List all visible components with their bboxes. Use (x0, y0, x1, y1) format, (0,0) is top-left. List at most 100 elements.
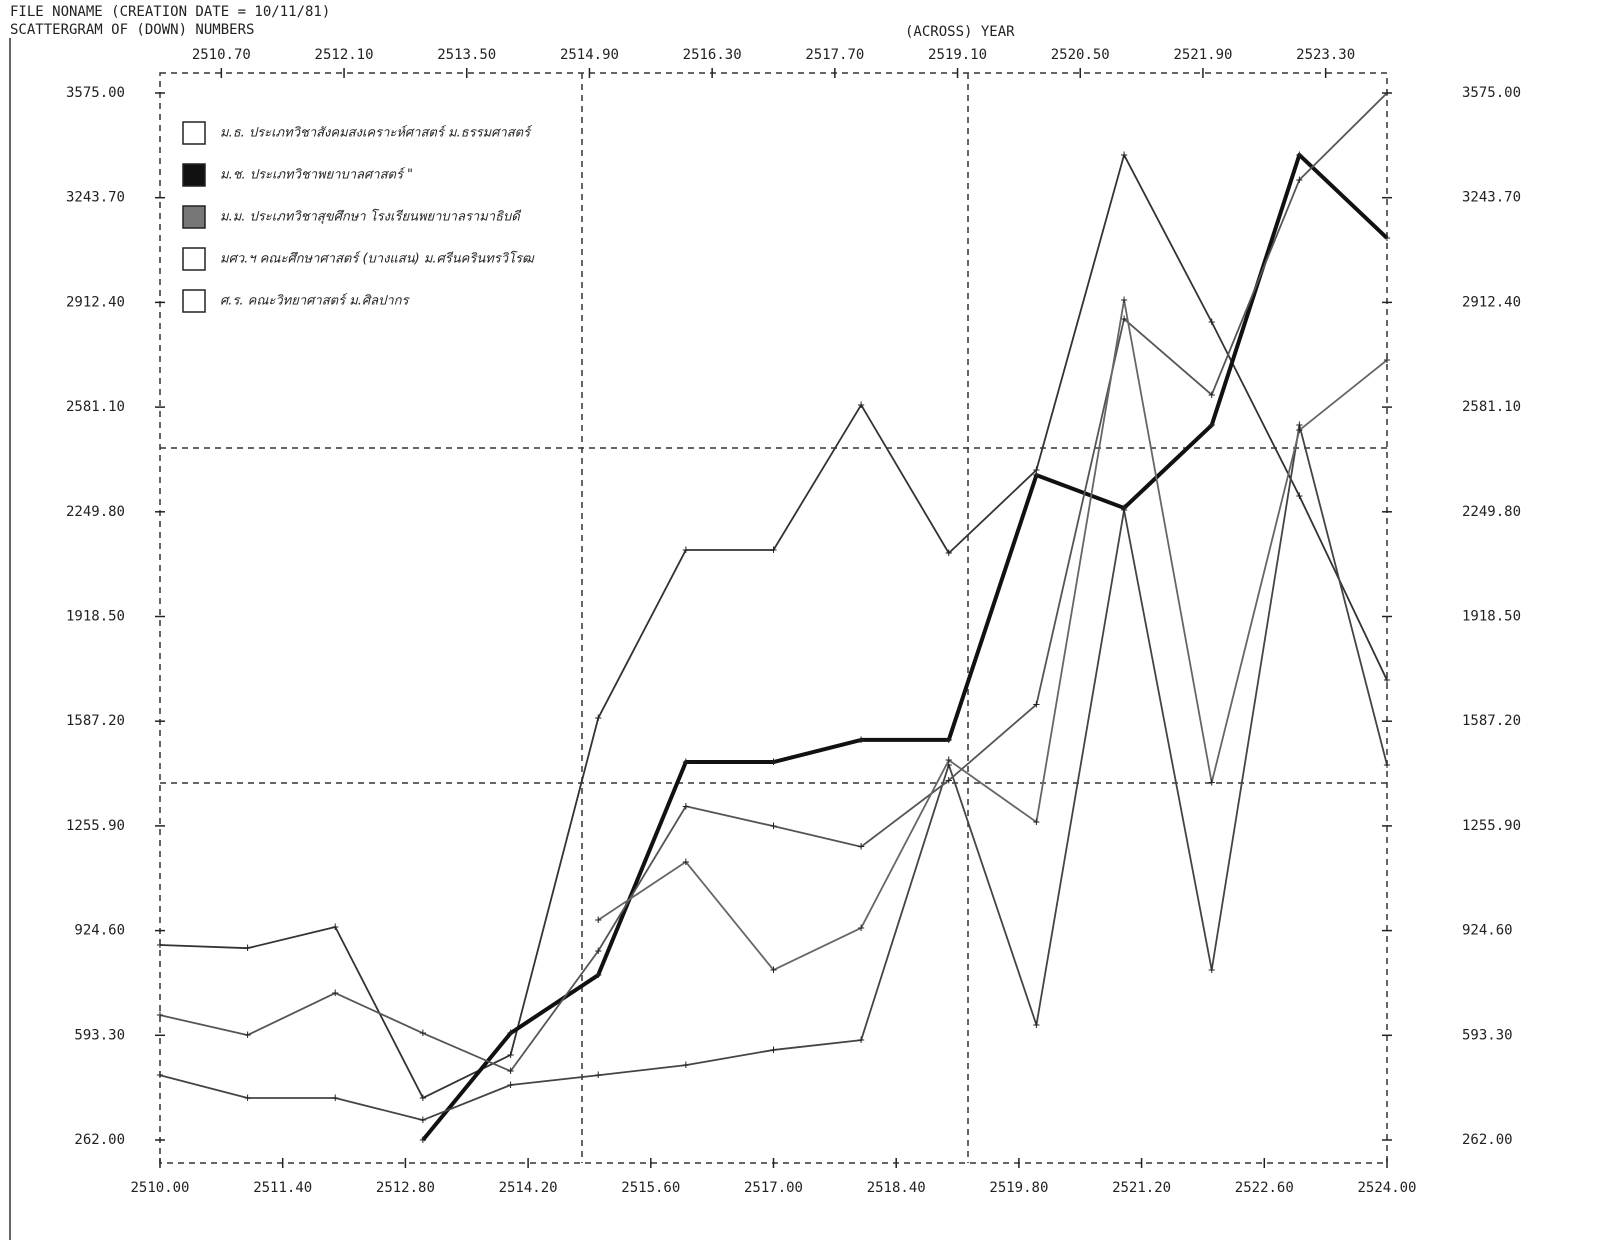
legend-swatch (182, 289, 206, 313)
point-marker: + (595, 711, 602, 725)
point-marker: + (595, 913, 602, 927)
point-marker: + (858, 1033, 865, 1047)
y-tick-label-right: 2581.10 (1462, 399, 1521, 415)
point-marker: + (945, 773, 952, 787)
x2-tick-label: 2514.90 (560, 47, 619, 63)
point-marker: + (770, 755, 777, 769)
series-line (421, 152, 1389, 1142)
point-marker: + (1033, 1017, 1040, 1031)
x2-tick-label: 2516.30 (683, 47, 742, 63)
point-marker: + (1383, 353, 1390, 367)
point-marker: + (945, 732, 952, 746)
legend-label: ม.ช. ประเภทวิชาพยาบาลศาสตร์ " (220, 167, 413, 183)
x-tick-label: 2514.20 (499, 1180, 558, 1196)
point-marker: + (1296, 488, 1303, 502)
x2-tick-label: 2512.10 (315, 47, 374, 63)
plot-frame (159, 72, 1388, 1164)
point-marker: + (682, 755, 689, 769)
y-tick-label-right: 924.60 (1462, 923, 1513, 939)
point-marker: + (1033, 697, 1040, 711)
x2-tick-label: 2519.10 (928, 47, 987, 63)
point-marker: + (770, 1042, 777, 1056)
x-tick-label: 2524.00 (1357, 1180, 1416, 1196)
x-tick-label: 2512.80 (376, 1180, 435, 1196)
point-marker: + (1296, 147, 1303, 161)
point-marker: + (1208, 418, 1215, 432)
y-tick-label: 3243.70 (66, 190, 125, 206)
x-tick-label: 2518.40 (867, 1180, 926, 1196)
x-tick-label: 2522.60 (1235, 1180, 1294, 1196)
legend-swatch (182, 205, 206, 229)
point-marker: + (1120, 500, 1127, 514)
point-marker: + (1383, 757, 1390, 771)
y-tick-label-right: 3575.00 (1462, 85, 1521, 101)
y-tick-label: 1918.50 (66, 609, 125, 625)
x2-tick-label: 2521.90 (1173, 47, 1232, 63)
y-tick-label-right: 1587.20 (1462, 713, 1521, 729)
y-tick-label-right: 1918.50 (1462, 609, 1521, 625)
point-marker: + (244, 941, 251, 955)
point-marker: + (858, 397, 865, 411)
x2-tick-label: 2513.50 (437, 47, 496, 63)
point-marker: + (1296, 418, 1303, 432)
x2-tick-label: 2520.50 (1051, 47, 1110, 63)
point-marker: + (332, 986, 339, 1000)
y-tick-label: 262.00 (74, 1132, 125, 1148)
y-tick-label: 924.60 (74, 923, 125, 939)
point-marker: + (682, 799, 689, 813)
point-marker: + (682, 1058, 689, 1072)
point-marker: + (1208, 962, 1215, 976)
point-marker: + (1033, 815, 1040, 829)
y-tick-label: 2912.40 (66, 294, 125, 310)
y-tick-label-right: 3243.70 (1462, 190, 1521, 206)
legend-swatch (182, 247, 206, 271)
point-marker: + (858, 839, 865, 853)
x-axis-label: (ACROSS) YEAR (905, 24, 1015, 40)
point-marker: + (770, 542, 777, 556)
point-marker: + (682, 542, 689, 556)
series-line (159, 424, 1388, 1121)
header: FILE NONAME (CREATION DATE = 10/11/81) (10, 4, 330, 20)
point-marker: + (419, 1133, 426, 1147)
point-marker: + (1208, 775, 1215, 789)
y-tick-label-right: 593.30 (1462, 1027, 1513, 1043)
y-tick-label: 2581.10 (66, 399, 125, 415)
point-marker: + (1208, 387, 1215, 401)
point-marker: + (156, 938, 163, 952)
x2-tick-label: 2523.30 (1296, 47, 1355, 63)
point-marker: + (507, 1047, 514, 1061)
point-marker: + (595, 944, 602, 958)
point-marker: + (244, 1028, 251, 1042)
y-tick-label: 3575.00 (66, 85, 125, 101)
point-marker: + (419, 1090, 426, 1104)
y-tick-label: 1255.90 (66, 818, 125, 834)
y-tick-label: 1587.20 (66, 713, 125, 729)
x-tick-label: 2517.00 (744, 1180, 803, 1196)
series-line (597, 299, 1388, 971)
chart-title: SCATTERGRAM OF (DOWN) NUMBERS (10, 22, 254, 38)
x-tick-label: 2521.20 (1112, 1180, 1171, 1196)
x-tick-label: 2519.80 (989, 1180, 1048, 1196)
point-marker: + (332, 1090, 339, 1104)
point-marker: + (858, 920, 865, 934)
point-marker: + (770, 962, 777, 976)
point-marker: + (595, 968, 602, 982)
point-marker: + (156, 1008, 163, 1022)
point-marker: + (1296, 423, 1303, 437)
point-marker: + (507, 1026, 514, 1040)
point-marker: + (419, 1113, 426, 1127)
legend-label: มศว.ฯ คณะศึกษาศาสตร์ (บางแสน) ม.ศรีนคริน… (220, 251, 535, 267)
point-marker: + (945, 757, 952, 771)
point-marker: + (945, 753, 952, 767)
x-tick-label: 2511.40 (253, 1180, 312, 1196)
point-marker: + (1383, 231, 1390, 245)
point-marker: + (682, 854, 689, 868)
point-marker: + (156, 1068, 163, 1082)
x2-tick-label: 2517.70 (805, 47, 864, 63)
point-marker: + (507, 1078, 514, 1092)
x2-tick-label: 2510.70 (192, 47, 251, 63)
series-line (159, 92, 1388, 1073)
y-tick-label: 2249.80 (66, 504, 125, 520)
point-marker: + (1120, 311, 1127, 325)
y-tick-label-right: 2249.80 (1462, 504, 1521, 520)
